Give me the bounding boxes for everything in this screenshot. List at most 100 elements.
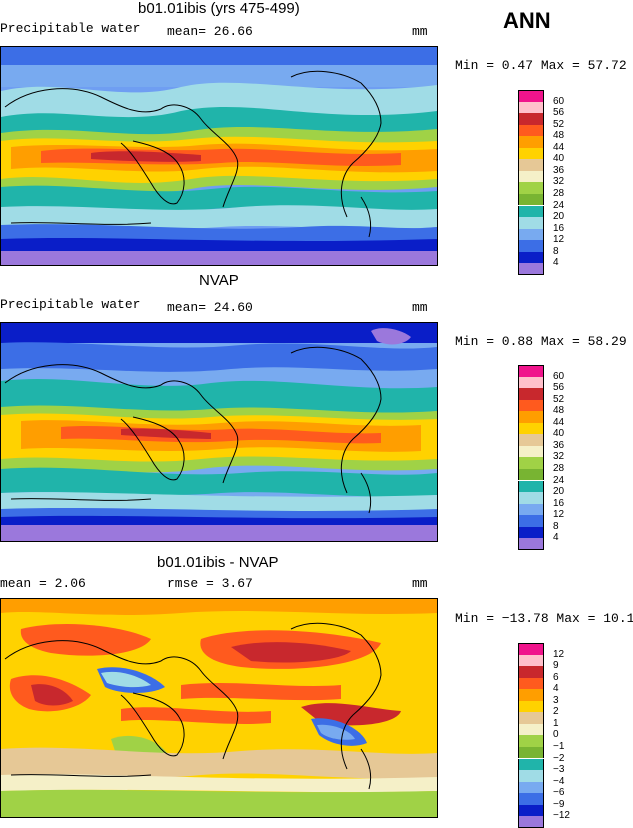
colorbar-level-label: 12 bbox=[553, 648, 565, 660]
panel-2-map bbox=[0, 322, 438, 542]
colorbar-swatch bbox=[518, 770, 544, 782]
colorbar-swatch bbox=[518, 793, 544, 805]
panel-3-units-label: mm bbox=[412, 576, 428, 591]
panel-1-minmax-label: Min = 0.47 Max = 57.72 bbox=[455, 58, 627, 73]
colorbar-level-label: 4 bbox=[553, 532, 559, 544]
colorbar-swatch bbox=[518, 205, 544, 218]
colorbar-level-label: 16 bbox=[553, 497, 565, 509]
colorbar-level-label: −9 bbox=[553, 798, 565, 810]
colorbar-swatch bbox=[518, 526, 544, 539]
colorbar-level-label: 28 bbox=[553, 462, 565, 474]
colorbar-level-label: 12 bbox=[553, 509, 565, 521]
colorbar-swatch bbox=[518, 468, 544, 481]
colorbar-swatch bbox=[518, 251, 544, 264]
colorbar-swatch bbox=[518, 182, 544, 194]
panel-2-mean-label: mean= 24.60 bbox=[167, 300, 253, 315]
colorbar-level-label: 28 bbox=[553, 187, 565, 199]
colorbar-swatch bbox=[518, 723, 544, 736]
panel-1-variable-label: Precipitable water bbox=[0, 21, 141, 36]
panel-3-map bbox=[0, 598, 438, 818]
panel-1-colorbar: 60 56 52 48 44 40 36 32 28 24 20 16 12 8 4 bbox=[518, 90, 578, 275]
panel-3-mean-label: mean = 2.06 bbox=[0, 576, 86, 591]
colorbar-level-label: −12 bbox=[553, 810, 570, 822]
colorbar-swatch bbox=[518, 457, 544, 469]
colorbar-level-label: 3 bbox=[553, 694, 559, 706]
colorbar-level-label: 8 bbox=[553, 520, 559, 532]
colorbar-level-label: 1 bbox=[553, 717, 559, 729]
colorbar-level-label: 9 bbox=[553, 660, 559, 672]
colorbar-swatch bbox=[518, 422, 544, 435]
panel-2-variable-label: Precipitable water bbox=[0, 297, 141, 312]
colorbar-swatch bbox=[518, 228, 544, 241]
colorbar-level-label: 4 bbox=[553, 683, 559, 695]
colorbar-swatch bbox=[518, 666, 544, 678]
panel-3-minmax-label: Min = −13.78 Max = 10.19 bbox=[455, 611, 633, 626]
colorbar-level-label: 40 bbox=[553, 153, 565, 165]
colorbar-level-label: −4 bbox=[553, 775, 565, 787]
colorbar-level-label: 56 bbox=[553, 107, 565, 119]
colorbar-level-label: −1 bbox=[553, 740, 565, 752]
colorbar-level-label: 36 bbox=[553, 164, 565, 176]
colorbar-swatch bbox=[518, 735, 544, 747]
colorbar-swatch bbox=[518, 136, 544, 148]
colorbar-level-label: 2 bbox=[553, 706, 559, 718]
panel-2-title: NVAP bbox=[199, 272, 239, 289]
colorbar-swatch bbox=[518, 445, 544, 458]
colorbar-swatch bbox=[518, 434, 544, 446]
panel-1-title: b01.01ibis (yrs 475-499) bbox=[138, 0, 300, 17]
colorbar-level-label: −3 bbox=[553, 764, 565, 776]
colorbar-level-label: 60 bbox=[553, 95, 565, 107]
colorbar-swatch bbox=[518, 804, 544, 817]
colorbar-level-label: 24 bbox=[553, 199, 565, 211]
colorbar-level-label: 44 bbox=[553, 416, 565, 428]
panel-2-units-label: mm bbox=[412, 300, 428, 315]
colorbar-swatch bbox=[518, 480, 544, 493]
colorbar-swatch bbox=[518, 263, 544, 275]
colorbar-level-label: 52 bbox=[553, 118, 565, 130]
colorbar-swatch bbox=[518, 240, 544, 252]
colorbar-level-label: 32 bbox=[553, 451, 565, 463]
colorbar-swatch bbox=[518, 90, 544, 102]
colorbar-level-label: 32 bbox=[553, 176, 565, 188]
colorbar-swatch bbox=[518, 712, 544, 724]
colorbar-swatch bbox=[518, 654, 544, 667]
colorbar-level-label: 48 bbox=[553, 405, 565, 417]
colorbar-level-label: 4 bbox=[553, 257, 559, 269]
panel-3-colorbar: 12 9 6 4 3 2 1 0 −1 −2 −3 −4 −6 −9 −12 bbox=[518, 643, 578, 828]
colorbar-swatch bbox=[518, 217, 544, 229]
colorbar-level-label: 12 bbox=[553, 234, 565, 246]
colorbar-level-label: 16 bbox=[553, 222, 565, 234]
colorbar-swatch bbox=[518, 758, 544, 771]
panel-1-mean-label: mean= 26.66 bbox=[167, 24, 253, 39]
colorbar-swatch bbox=[518, 170, 544, 183]
colorbar-level-label: 8 bbox=[553, 245, 559, 257]
colorbar-level-label: −2 bbox=[553, 752, 565, 764]
colorbar-level-label: 48 bbox=[553, 130, 565, 142]
colorbar-swatch bbox=[518, 700, 544, 713]
colorbar-swatch bbox=[518, 101, 544, 114]
colorbar-level-label: 36 bbox=[553, 439, 565, 451]
colorbar-level-label: 0 bbox=[553, 729, 559, 741]
colorbar-swatch bbox=[518, 147, 544, 160]
colorbar-level-label: 56 bbox=[553, 382, 565, 394]
colorbar-level-label: −6 bbox=[553, 787, 565, 799]
panel-2-colorbar: 60 56 52 48 44 40 36 32 28 24 20 16 12 8 4 bbox=[518, 365, 578, 550]
panel-3-title: b01.01ibis - NVAP bbox=[157, 554, 279, 571]
colorbar-level-label: 60 bbox=[553, 370, 565, 382]
colorbar-swatch bbox=[518, 746, 544, 759]
colorbar-level-label: 52 bbox=[553, 393, 565, 405]
colorbar-swatch bbox=[518, 515, 544, 527]
colorbar-swatch bbox=[518, 159, 544, 171]
colorbar-swatch bbox=[518, 376, 544, 389]
colorbar-swatch bbox=[518, 689, 544, 701]
colorbar-swatch bbox=[518, 677, 544, 690]
colorbar-level-label: 40 bbox=[553, 428, 565, 440]
colorbar-swatch bbox=[518, 643, 544, 655]
colorbar-swatch bbox=[518, 388, 544, 400]
colorbar-swatch bbox=[518, 124, 544, 137]
colorbar-swatch bbox=[518, 503, 544, 516]
panel-2-minmax-label: Min = 0.88 Max = 58.29 bbox=[455, 334, 627, 349]
panel-1-units-label: mm bbox=[412, 24, 428, 39]
panel-3-rmse-label: rmse = 3.67 bbox=[167, 576, 253, 591]
colorbar-level-label: 6 bbox=[553, 671, 559, 683]
